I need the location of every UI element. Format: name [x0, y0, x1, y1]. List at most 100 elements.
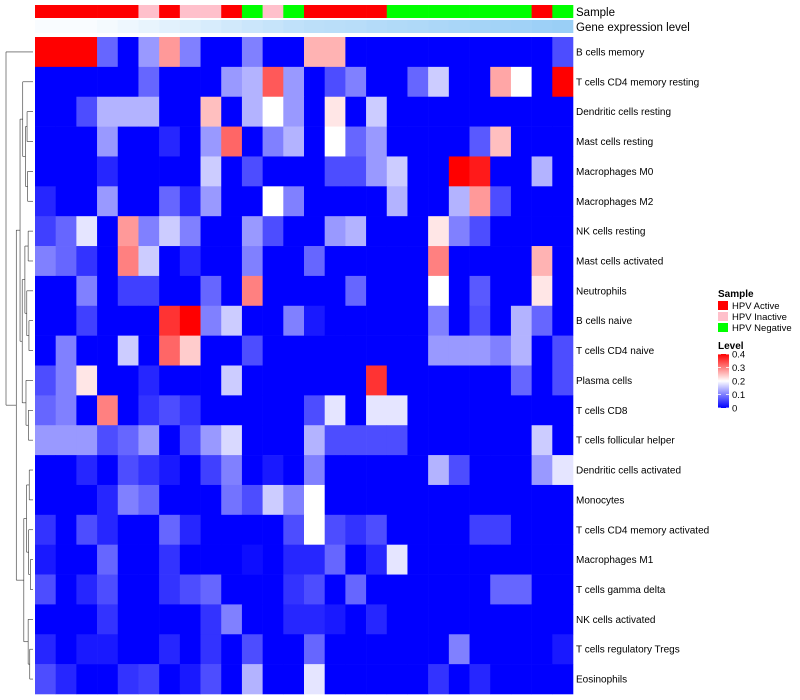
heatmap-cell	[386, 634, 408, 665]
heatmap-cell	[76, 186, 98, 217]
heatmap-cell	[490, 37, 512, 68]
heatmap-cells	[35, 37, 574, 695]
row-label: T cells CD8	[576, 406, 628, 417]
heatmap-cell	[138, 305, 160, 336]
heatmap-cell	[55, 544, 77, 575]
heatmap-cell	[138, 455, 160, 486]
heatmap-cell	[35, 126, 56, 157]
gene-expression-cell	[200, 20, 222, 33]
heatmap-cell	[179, 395, 201, 426]
gene-expression-annotation-label: Gene expression level	[576, 22, 690, 34]
heatmap-cell	[490, 186, 512, 217]
heatmap-cell	[262, 126, 284, 157]
row-label: T cells regulatory Tregs	[576, 645, 680, 656]
heatmap-cell	[241, 335, 263, 366]
heatmap-cell	[345, 634, 367, 665]
heatmap-cell	[490, 544, 512, 575]
heatmap-cell	[531, 455, 553, 486]
sample-annotation-cell	[159, 5, 181, 18]
heatmap-cell	[469, 574, 491, 605]
heatmap-cell	[469, 37, 491, 68]
heatmap-cell	[345, 574, 367, 605]
heatmap-cell	[324, 664, 346, 695]
heatmap-cell	[138, 246, 160, 277]
heatmap-cell	[117, 634, 139, 665]
heatmap-cell	[407, 37, 429, 68]
heatmap-cell	[386, 186, 408, 217]
heatmap-cell	[221, 484, 243, 516]
heatmap-cell	[324, 186, 346, 217]
heatmap-cell	[448, 246, 470, 277]
heatmap-cell	[35, 574, 56, 605]
heatmap-cell	[552, 126, 574, 157]
heatmap-cell	[200, 604, 222, 635]
level-tick-label: 0	[732, 404, 737, 415]
heatmap-cell	[304, 634, 325, 665]
heatmap-cell	[159, 365, 181, 396]
heatmap-cell	[117, 66, 139, 98]
heatmap-cell	[200, 484, 222, 516]
heatmap-cell	[448, 574, 470, 605]
heatmap-cell	[241, 156, 263, 187]
heatmap-cell	[117, 365, 139, 396]
heatmap-cell	[55, 365, 77, 396]
heatmap-cell	[324, 455, 346, 486]
heatmap-cell	[117, 514, 139, 545]
heatmap-cell	[117, 425, 139, 456]
sample-legend-title: Sample	[718, 289, 754, 300]
heatmap-cell	[97, 514, 119, 545]
heatmap-cell	[200, 126, 222, 157]
heatmap-cell	[552, 544, 574, 575]
heatmap-cell	[76, 634, 98, 665]
heatmap-cell	[552, 96, 574, 127]
heatmap-cell	[304, 156, 325, 187]
heatmap-cell	[262, 455, 284, 486]
heatmap-cell	[469, 455, 491, 486]
heatmap-cell	[283, 634, 305, 665]
heatmap-cell	[76, 484, 98, 516]
heatmap-cell	[179, 216, 201, 247]
heatmap-cell	[55, 37, 77, 68]
heatmap-cell	[241, 365, 263, 396]
gene-expression-cell	[407, 20, 429, 33]
heatmap-cell	[76, 37, 98, 68]
heatmap-cell	[159, 246, 181, 277]
heatmap-cell	[510, 305, 532, 336]
heatmap-cell	[97, 186, 119, 217]
heatmap-cell	[241, 275, 263, 307]
heatmap-cell	[386, 335, 408, 366]
heatmap-cell	[490, 246, 512, 277]
heatmap-cell	[179, 305, 201, 336]
heatmap-cell	[366, 544, 388, 575]
heatmap-cell	[552, 305, 574, 336]
heatmap-cell	[221, 544, 243, 575]
heatmap-cell	[490, 514, 512, 545]
heatmap-cell	[200, 514, 222, 545]
sample-legend-swatch	[718, 323, 728, 332]
heatmap-cell	[407, 305, 429, 336]
heatmap-cell	[262, 37, 284, 68]
heatmap-cell	[366, 275, 388, 307]
heatmap-cell	[345, 335, 367, 366]
heatmap-cell	[159, 216, 181, 247]
sample-annotation-cell	[221, 5, 243, 18]
heatmap-cell	[531, 514, 553, 545]
heatmap-cell	[97, 544, 119, 575]
heatmap-cell	[448, 37, 470, 68]
heatmap-cell	[159, 634, 181, 665]
heatmap-cell	[490, 574, 512, 605]
heatmap-cell	[448, 126, 470, 157]
heatmap-cell	[55, 574, 77, 605]
heatmap-cell	[97, 305, 119, 336]
row-label: Macrophages M1	[576, 555, 654, 566]
heatmap-cell	[97, 156, 119, 187]
row-label: T cells CD4 memory resting	[576, 77, 699, 88]
heatmap-cell	[407, 395, 429, 426]
heatmap-cell	[117, 37, 139, 68]
heatmap-cell	[304, 66, 325, 98]
heatmap-cell	[304, 484, 325, 516]
heatmap-cell	[552, 664, 574, 695]
heatmap-cell	[510, 544, 532, 575]
heatmap-cell	[469, 544, 491, 575]
